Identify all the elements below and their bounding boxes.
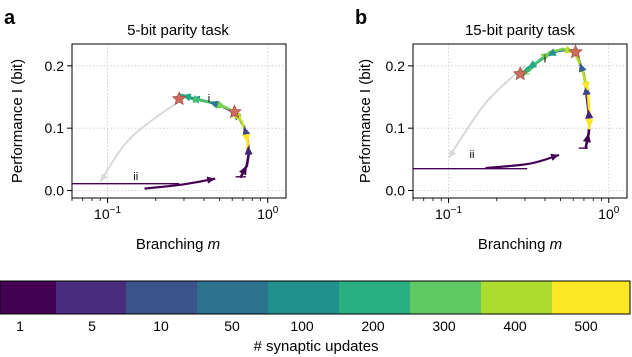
trajectory-arrow [527, 60, 538, 69]
chart-title: 15-bit parity task [465, 22, 576, 39]
colorbar-tick-label: 10 [153, 318, 169, 334]
panel-label: a [4, 7, 16, 29]
colorbar-segment [552, 281, 630, 314]
y-tick-label: 0.1 [45, 120, 65, 136]
plot-frame [71, 43, 287, 199]
x-tick-label: 10−1 [94, 205, 121, 222]
annotation-label: ii [470, 149, 475, 161]
colorbar-segment [126, 281, 197, 314]
colorbar-tick-label: 50 [224, 318, 240, 334]
axis-ticks: 0.0 0.1 0.2 10−1 100 [45, 58, 279, 222]
optimum-star [227, 104, 242, 119]
return-path-ii [485, 153, 560, 170]
panel-a: a 5-bit parity task Performance I (bit) … [4, 7, 287, 253]
colorbar-tick-label: 5 [88, 318, 96, 334]
return-path-i-arrow [448, 149, 456, 159]
colorbar-frame [0, 280, 631, 315]
plot-frame [412, 43, 628, 199]
trajectory-arrow [242, 133, 251, 144]
trajectory-arrow [582, 85, 591, 96]
y-tick-label: 0.0 [386, 183, 406, 199]
chart-title: 5-bit parity task [127, 22, 229, 39]
x-axis-label: Branching m [136, 236, 220, 253]
colorbar-label: # synaptic updates [253, 338, 378, 355]
return-path-i [99, 98, 183, 183]
colorbar-tick-label: 100 [290, 318, 314, 334]
return-path-i-arrow [100, 173, 108, 182]
axis-ticks: 0.0 0.1 0.2 10−1 100 [386, 58, 620, 222]
colorbar-tick-label: 400 [503, 318, 527, 334]
annotation-label: ii [133, 171, 138, 183]
trajectory-arrow [582, 133, 591, 143]
annotation-label: i [208, 93, 210, 105]
x-axis-label-symbol: m [208, 236, 221, 253]
colorbar-segments [0, 281, 630, 314]
trajectory-arrow [244, 145, 253, 155]
grid [72, 44, 286, 198]
x-tick-label: 100 [598, 205, 620, 222]
return-path-i [447, 65, 526, 159]
trajectory-arrow [578, 62, 587, 73]
x-axis-label-text: Branching [478, 236, 550, 253]
trajectory-arrow [585, 109, 594, 119]
colorbar-segment [339, 281, 410, 314]
panel-b: b 15-bit parity task Performance I (bit)… [355, 7, 628, 253]
x-tick-label: 100 [257, 205, 279, 222]
colorbar-tick-label: 1 [16, 318, 24, 334]
trajectory-arrow [216, 100, 227, 109]
return-path-ii-arrow [550, 153, 560, 161]
x-tick-label: 10−1 [435, 205, 462, 222]
plot-area: iii [413, 44, 594, 170]
trajectory-arrow [209, 100, 219, 109]
trajectory-arrow [585, 119, 594, 129]
y-tick-label: 0.2 [45, 58, 65, 74]
colorbar-tick-label: 200 [361, 318, 385, 334]
x-axis-label-symbol: m [550, 236, 563, 253]
y-tick-label: 0.0 [45, 183, 65, 199]
trajectory-segment [245, 153, 250, 167]
trajectory-arrow [581, 81, 590, 91]
panel-label: b [355, 7, 367, 29]
optimum-star [512, 66, 528, 81]
y-axis-label: Performance I (bit) [357, 59, 374, 183]
y-axis-label: Performance I (bit) [9, 59, 26, 183]
trajectory-arrow [242, 126, 251, 137]
grid [413, 44, 627, 198]
colorbar-segment [410, 281, 481, 314]
trajectory-arrow [546, 48, 557, 56]
trajectory-arrow [192, 95, 203, 103]
y-tick-label: 0.1 [386, 120, 406, 136]
trajectory-arrow [239, 165, 247, 176]
colorbar-tick-labels: 1 5 10 50 100 200 300 400 500 [16, 318, 598, 334]
return-path-ii-arrow [206, 176, 216, 184]
optimum-star [568, 44, 583, 59]
optimum-star [171, 91, 187, 106]
colorbar: 1 5 10 50 100 200 300 400 500 # synaptic updates [0, 280, 631, 355]
y-tick-label: 0.2 [386, 58, 406, 74]
colorbar-segment [56, 281, 126, 314]
x-axis-label: Branching m [478, 236, 562, 253]
colorbar-segment [197, 281, 268, 314]
colorbar-tick-label: 500 [574, 318, 598, 334]
annotation-label: i [544, 54, 546, 66]
plot-area: iii [72, 91, 253, 190]
trajectory-arrow [181, 93, 192, 102]
colorbar-tick-label: 300 [432, 318, 456, 334]
x-axis-label-text: Branching [136, 236, 208, 253]
colorbar-segment [0, 281, 56, 314]
trajectory-arrow [540, 52, 550, 61]
colorbar-segment [268, 281, 339, 314]
colorbar-segment [481, 281, 552, 314]
